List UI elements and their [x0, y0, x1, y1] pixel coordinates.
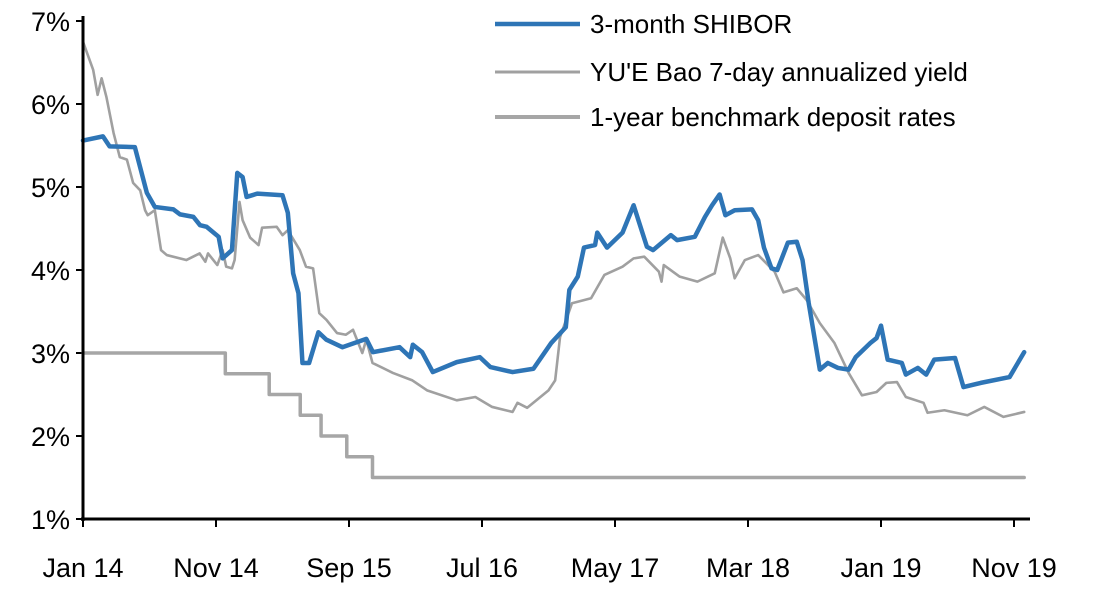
y-tick-label: 5% [31, 173, 70, 203]
x-tick-label: May 17 [571, 553, 660, 583]
y-tick-label: 7% [31, 7, 70, 37]
plot-area [80, 40, 1027, 480]
y-axis: 1% 2% 3% 4% 5% 6% 7% [31, 7, 83, 535]
x-axis: Jan 14 Nov 14 Sep 15 Jul 16 May 17 Mar 18 Jan … [42, 519, 1057, 583]
x-tick-label: Nov 14 [173, 553, 259, 583]
x-tick-label: Nov 19 [971, 553, 1057, 583]
legend-label-deposit: 1-year benchmark deposit rates [590, 102, 956, 132]
legend-item-shibor: 3-month SHIBOR [495, 9, 792, 39]
legend-label-shibor: 3-month SHIBOR [590, 9, 792, 39]
y-tick-label: 1% [31, 505, 70, 535]
legend-label-yuebao: YU'E Bao 7-day annualized yield [590, 57, 968, 87]
y-tick-label: 2% [31, 422, 70, 452]
series-line-deposit-rate [81, 351, 1026, 480]
legend-item-deposit: 1-year benchmark deposit rates [495, 102, 956, 132]
y-tick-label: 3% [31, 339, 70, 369]
x-tick-label: Jan 19 [840, 553, 921, 583]
y-tick-label: 6% [31, 90, 70, 120]
x-tick-label: Jul 16 [446, 553, 518, 583]
x-tick-label: Jan 14 [42, 553, 123, 583]
x-tick-label: Mar 18 [706, 553, 790, 583]
x-tick-label: Sep 15 [306, 553, 392, 583]
legend: 3-month SHIBOR YU'E Bao 7-day annualized… [495, 9, 968, 132]
series-line-shibor [80, 134, 1027, 390]
y-tick-label: 4% [31, 256, 70, 286]
legend-item-yuebao: YU'E Bao 7-day annualized yield [495, 57, 968, 87]
